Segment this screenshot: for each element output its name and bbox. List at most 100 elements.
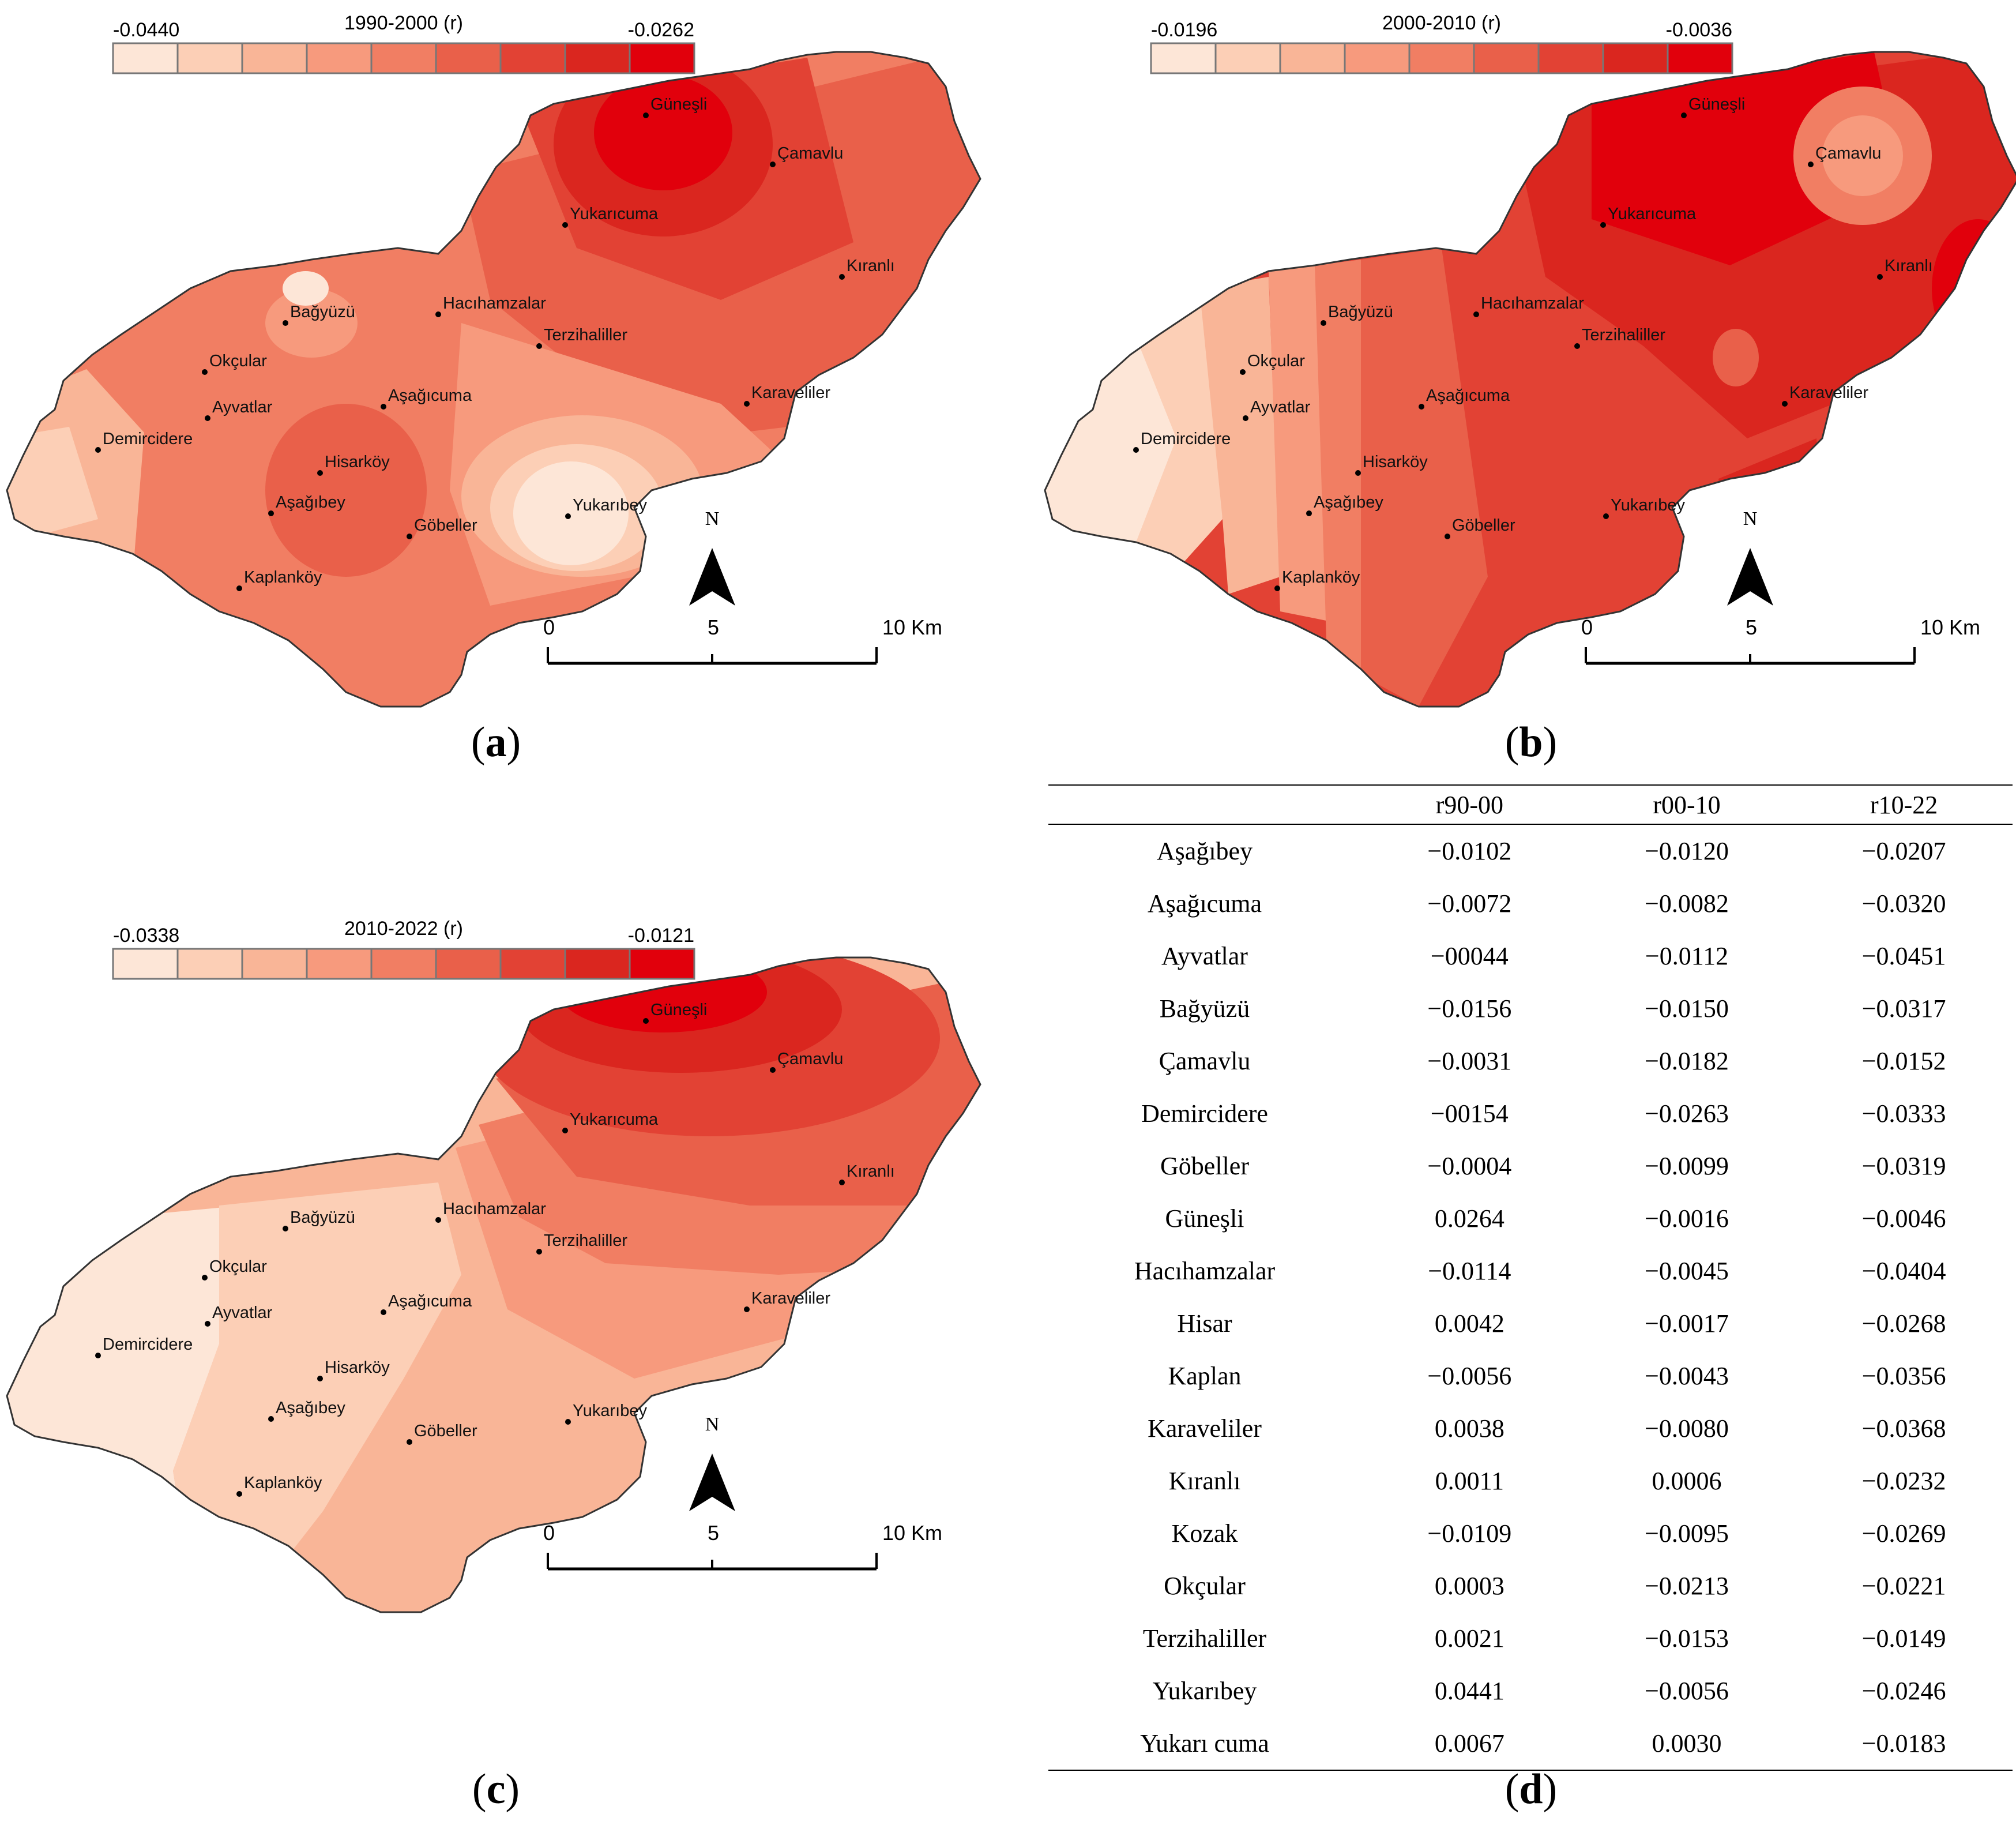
place-label: Aşağıbey (276, 1399, 345, 1417)
table-row: Göbeller −0.0004 −0.0099 −0.0319 (1048, 1140, 2013, 1192)
value-cell: −0.0095 (1645, 1519, 1729, 1548)
legend-swatch (629, 42, 695, 74)
value-cell: −0.0099 (1645, 1152, 1729, 1180)
table-row: Kozak −0.0109 −0.0095 −0.0269 (1048, 1507, 2013, 1560)
legend-min: -0.0196 (1151, 19, 1217, 41)
surface-zone (513, 461, 629, 565)
correlation-table: r90-00 r00-10 r10-22 Aşağıbey −0.0102 −0.012… (1048, 784, 2013, 1771)
place-label: Güneşli (1688, 95, 1745, 114)
place-marker: Göbeller (1445, 516, 1515, 539)
surface-zone (265, 404, 427, 577)
table-row: Okçular 0.0003 −0.0213 −0.0221 (1048, 1560, 2013, 1612)
surface-zone (173, 1182, 461, 1612)
place-marker: Yukarıcuma (562, 205, 659, 228)
place-marker: Güneşli (643, 1001, 707, 1024)
place-marker: Karaveliler (744, 1289, 830, 1312)
legend-swatch (241, 948, 308, 980)
place-label: Demircidere (1141, 430, 1231, 448)
legend-swatch (1667, 42, 1733, 74)
place-label: Demircidere (103, 1335, 193, 1354)
table-row: Hisar 0.0042 −0.0017 −0.0268 (1048, 1297, 2013, 1350)
legend-swatch (176, 42, 243, 74)
value-cell: 0.0030 (1652, 1729, 1722, 1758)
place-label: Hisarköy (325, 1358, 390, 1377)
north-arrow: N (689, 1414, 735, 1511)
legend-swatch (1537, 42, 1604, 74)
value-cell: −0.0016 (1645, 1204, 1729, 1233)
place-label: Okçular (209, 352, 267, 370)
place-marker: Aşağıbey (268, 1399, 345, 1422)
place-label: Aşağıcuma (388, 386, 472, 405)
table-row: Kaplan −0.0056 −0.0043 −0.0356 (1048, 1350, 2013, 1402)
place-label: Yukarıcuma (1608, 205, 1697, 223)
surface-zone (283, 271, 329, 306)
legend-min: -0.0440 (113, 19, 179, 41)
value-cell: −0.0207 (1861, 837, 1946, 865)
value-cell: −00044 (1430, 942, 1509, 970)
place-label: Kaplanköy (1282, 568, 1360, 587)
map-legend: -0.0440 -0.0262 1990-2000 (r) (112, 12, 695, 74)
place-marker: Ayvatlar (1243, 398, 1311, 421)
place-marker: Güneşli (1681, 95, 1745, 118)
place-marker: Çamavlu (1808, 144, 1881, 167)
scale-bar: 0 5 10 Km (543, 615, 942, 665)
value-cell: −0.0268 (1861, 1309, 1946, 1338)
legend-swatch (1408, 42, 1475, 74)
village-name-cell: Hacıhamzalar (1134, 1257, 1276, 1285)
north-arrow: N (689, 508, 735, 606)
north-arrow-icon (1727, 548, 1773, 606)
place-marker: Okçular (202, 352, 267, 375)
place-label: Aşağıcuma (1426, 386, 1510, 405)
place-marker: Hacıhamzalar (1473, 294, 1584, 317)
village-name-cell: Terzihaliller (1142, 1624, 1267, 1653)
place-marker: Hacıhamzalar (435, 294, 546, 317)
caption-a: (a) (471, 719, 521, 766)
value-cell: −0.0072 (1427, 889, 1512, 918)
legend-swatch (564, 948, 631, 980)
place-marker: Kaplanköy (1274, 568, 1360, 591)
value-cell: −0.0080 (1645, 1414, 1729, 1443)
legend-swatch (176, 948, 243, 980)
village-name-cell: Yukarıbey (1152, 1677, 1257, 1705)
table-header-cell: r90-00 (1435, 790, 1503, 819)
value-cell: −0.0043 (1645, 1362, 1729, 1390)
value-cell: 0.0441 (1434, 1677, 1505, 1705)
place-label: Çamavlu (1815, 144, 1881, 163)
place-labels: Güneşli Çamavlu Yukarıcuma Kıranlı Bağyüzü Ha… (1133, 95, 1933, 591)
scale-label: 10 Km (882, 1521, 942, 1545)
place-label: Bağyüzü (1328, 303, 1393, 321)
map-a: -0.0440 -0.0262 1990-2000 (r) Güneşli Çamav… (6, 12, 981, 708)
place-marker: Göbeller (407, 516, 477, 539)
place-label: Güneşli (650, 95, 707, 114)
place-label: Çamavlu (777, 144, 843, 163)
place-label: Terzihaliller (1582, 326, 1665, 344)
place-marker: Terzihaliller (536, 326, 627, 349)
place-marker: Karaveliler (1782, 384, 1868, 407)
place-marker: Okçular (202, 1257, 267, 1280)
place-marker: Kaplanköy (236, 1474, 322, 1497)
value-cell: −0.0269 (1861, 1519, 1946, 1548)
legend-swatch (499, 42, 566, 74)
legend-swatch (241, 42, 308, 74)
place-marker: Yukarıbey (565, 496, 647, 519)
village-name-cell: Karaveliler (1148, 1414, 1262, 1443)
legend-swatch (1214, 42, 1281, 74)
correlation-surface (7, 52, 980, 707)
place-label: Karaveliler (1789, 384, 1868, 402)
value-cell: −0.0150 (1645, 994, 1729, 1023)
place-marker: Aşağıbey (1306, 493, 1383, 516)
correlation-surface (1045, 52, 2016, 707)
table-header-cell: r10-22 (1870, 790, 1938, 819)
value-cell: 0.0006 (1652, 1467, 1722, 1495)
village-name-cell: Çamavlu (1159, 1047, 1251, 1075)
place-label: Göbeller (414, 1422, 477, 1440)
place-label: Güneşli (650, 1001, 707, 1019)
value-cell: 0.0042 (1434, 1309, 1505, 1338)
place-label: Yukarıcuma (570, 205, 659, 223)
place-marker: Hisarköy (317, 1358, 390, 1381)
value-cell: 0.0003 (1434, 1572, 1505, 1600)
village-name-cell: Kıranlı (1168, 1467, 1241, 1495)
place-label: Kaplanköy (244, 1474, 322, 1492)
value-cell: −0.0102 (1427, 837, 1512, 865)
scale-bar: 0 5 10 Km (1581, 615, 1980, 665)
